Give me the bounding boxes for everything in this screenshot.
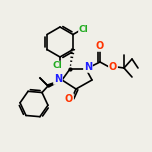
Polygon shape	[48, 80, 62, 87]
Text: O: O	[109, 62, 117, 72]
Text: O: O	[65, 94, 73, 104]
Text: O: O	[96, 41, 104, 51]
Text: N: N	[84, 62, 92, 72]
Text: Cl: Cl	[79, 26, 89, 35]
Text: N: N	[54, 74, 62, 84]
Text: Cl: Cl	[52, 62, 62, 71]
